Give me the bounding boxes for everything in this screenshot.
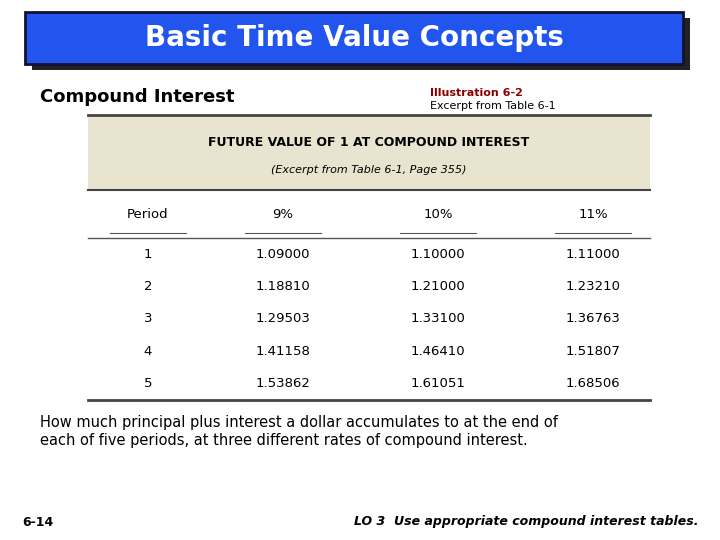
Text: 2: 2 [144,280,152,293]
Text: Excerpt from Table 6-1: Excerpt from Table 6-1 [430,101,556,111]
Text: Illustration 6-2: Illustration 6-2 [430,88,523,98]
Text: 1.36763: 1.36763 [566,313,621,326]
Text: 1.23210: 1.23210 [565,280,621,293]
Text: 1.61051: 1.61051 [410,377,465,390]
Text: 1.53862: 1.53862 [256,377,310,390]
Text: 1.10000: 1.10000 [410,248,465,261]
Text: 4: 4 [144,345,152,358]
Text: 11%: 11% [578,207,608,220]
Bar [32,18,690,70]
Text: 10%: 10% [423,207,453,220]
Bar [88,190,650,400]
Text: 1: 1 [144,248,152,261]
Text: 1.46410: 1.46410 [410,345,465,358]
Text: 1.18810: 1.18810 [256,280,310,293]
Text: 1.21000: 1.21000 [410,280,465,293]
Text: 1.11000: 1.11000 [566,248,621,261]
Text: 1.51807: 1.51807 [566,345,621,358]
Text: 1.29503: 1.29503 [256,313,310,326]
Text: 6-14: 6-14 [22,516,53,529]
Text: 1.09000: 1.09000 [256,248,310,261]
Text: FUTURE VALUE OF 1 AT COMPOUND INTEREST: FUTURE VALUE OF 1 AT COMPOUND INTEREST [208,137,530,150]
Text: (Excerpt from Table 6-1, Page 355): (Excerpt from Table 6-1, Page 355) [271,165,467,175]
Text: each of five periods, at three different rates of compound interest.: each of five periods, at three different… [40,433,528,448]
Bar [88,115,650,190]
Text: LO 3  Use appropriate compound interest tables.: LO 3 Use appropriate compound interest t… [354,516,698,529]
Text: How much principal plus interest a dollar accumulates to at the end of: How much principal plus interest a dolla… [40,415,558,430]
Text: Compound Interest: Compound Interest [40,88,235,106]
Text: 5: 5 [144,377,152,390]
Text: 1.33100: 1.33100 [410,313,465,326]
Text: 1.41158: 1.41158 [256,345,310,358]
Text: Basic Time Value Concepts: Basic Time Value Concepts [145,24,564,52]
Text: 1.68506: 1.68506 [566,377,621,390]
Text: 9%: 9% [272,207,294,220]
Text: Period: Period [127,207,168,220]
Text: 3: 3 [144,313,152,326]
Bar [25,12,683,64]
